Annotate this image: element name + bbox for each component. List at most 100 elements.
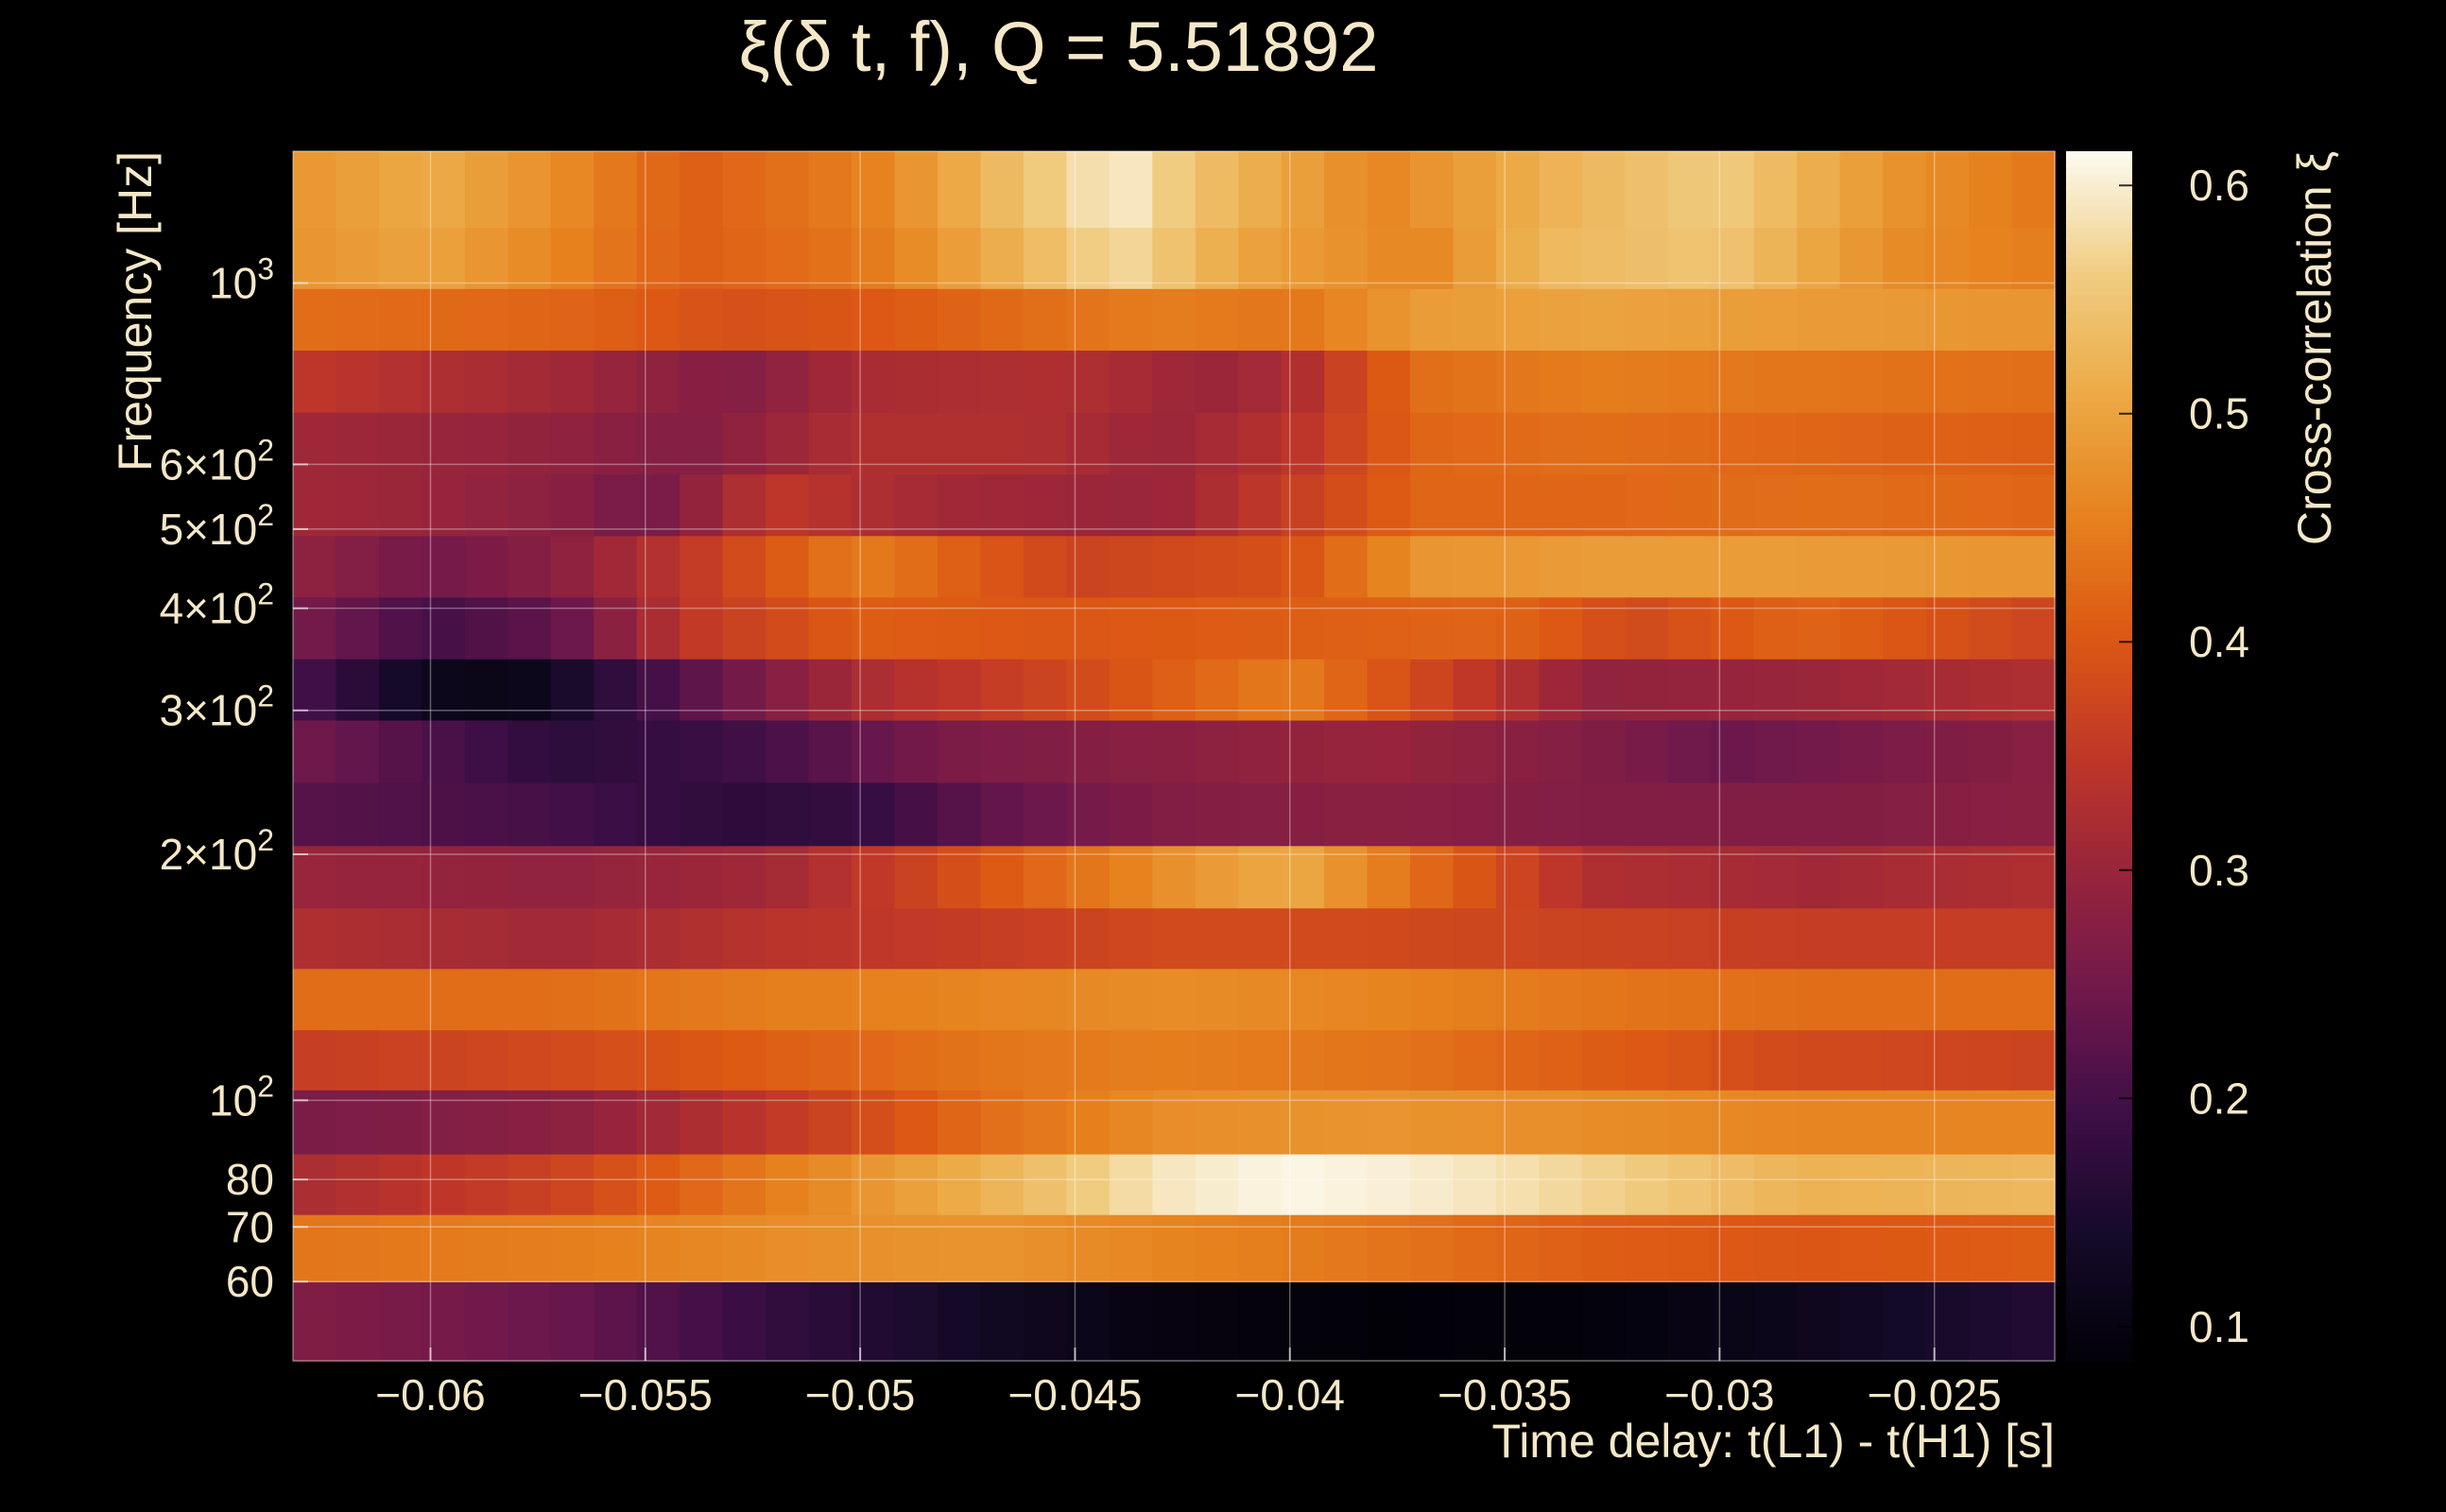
heatmap-cell	[422, 1029, 466, 1091]
heatmap-cell	[378, 596, 422, 660]
heatmap-cell	[1281, 968, 1325, 1031]
heatmap-cell	[1753, 350, 1798, 413]
heatmap-cell	[980, 596, 1025, 660]
heatmap-cell	[680, 968, 724, 1031]
colorbar-segment	[2066, 416, 2132, 424]
heatmap-cell	[422, 350, 466, 413]
heatmap-cell	[1066, 845, 1111, 909]
heatmap-cell	[594, 907, 638, 970]
heatmap-cell	[1667, 1153, 1712, 1215]
heatmap-cell	[852, 659, 896, 721]
colorbar-segment	[2066, 174, 2132, 182]
heatmap-cell	[1969, 845, 2013, 909]
heatmap-cell	[1753, 1153, 1798, 1215]
heatmap-cell	[680, 227, 724, 289]
heatmap-cell	[722, 596, 767, 660]
heatmap-cell	[336, 1281, 380, 1362]
colorbar-segment	[2066, 688, 2132, 696]
heatmap-cell	[1581, 288, 1626, 352]
colorbar-segment	[2066, 1089, 2132, 1097]
heatmap-cell	[1281, 659, 1325, 721]
heatmap-cell	[1109, 288, 1153, 352]
heatmap-cell	[1753, 535, 1798, 598]
heatmap-cell	[508, 412, 552, 475]
colorbar-segment	[2066, 582, 2132, 591]
heatmap-cell	[1324, 227, 1369, 289]
heatmap-cells	[293, 151, 2056, 1362]
heatmap-cell	[1495, 227, 1541, 289]
heatmap-cell	[1711, 907, 1755, 970]
heatmap-cell	[1711, 845, 1755, 909]
heatmap-cell	[1324, 719, 1369, 783]
heatmap-cell	[1969, 151, 2013, 229]
heatmap-cell	[1839, 350, 1884, 413]
heatmap-cell	[1023, 151, 1067, 229]
heatmap-cell	[1109, 968, 1153, 1031]
heatmap-cell	[1367, 1090, 1411, 1155]
chart-title: ξ(δ t, f), Q = 5.51892	[739, 8, 1379, 86]
heatmap-cell	[680, 151, 724, 229]
colorbar-segment	[2066, 733, 2132, 742]
colorbar-segment	[2066, 877, 2132, 885]
colorbar-segment	[2066, 1187, 2132, 1195]
heatmap-cell	[1883, 1153, 1927, 1215]
heatmap-cell	[1281, 1090, 1325, 1155]
heatmap-cell	[1023, 782, 1067, 847]
heatmap-cell	[680, 845, 724, 909]
heatmap-cell	[1539, 535, 1583, 598]
heatmap-cell	[1797, 288, 1841, 352]
heatmap-cell	[1625, 845, 1669, 909]
heatmap-cell	[1066, 412, 1111, 475]
heatmap-cell	[1152, 596, 1197, 660]
heatmap-cell	[293, 535, 337, 598]
heatmap-cell	[1238, 719, 1283, 783]
heatmap-cell	[1410, 151, 1455, 229]
heatmap-cell	[1109, 719, 1153, 783]
heatmap-cell	[464, 1214, 508, 1282]
colorbar-segment	[2066, 151, 2132, 160]
colorbar-segment	[2066, 900, 2132, 908]
heatmap-cell	[1367, 1281, 1411, 1362]
heatmap-cell	[2011, 227, 2056, 289]
heatmap-cell	[378, 151, 422, 229]
colorbar-segment	[2066, 1247, 2132, 1256]
heatmap-cell	[1066, 473, 1111, 537]
colorbar-segment	[2066, 711, 2132, 719]
heatmap-cell	[1667, 719, 1712, 783]
heatmap-cell	[1453, 907, 1497, 970]
heatmap-cell	[1969, 227, 2013, 289]
heatmap-cell	[594, 1214, 638, 1282]
heatmap-cell	[1453, 845, 1497, 909]
heatmap-cell	[1969, 1214, 2013, 1282]
heatmap-cell	[937, 227, 982, 289]
colorbar-segment	[2066, 1096, 2132, 1105]
heatmap-cell	[766, 151, 810, 229]
heatmap-cell	[1581, 535, 1626, 598]
heatmap-cell	[378, 719, 422, 783]
colorbar-segment	[2066, 892, 2132, 901]
heatmap-cell	[2011, 1214, 2056, 1282]
heatmap-cell	[894, 227, 939, 289]
heatmap-cell	[1925, 535, 1970, 598]
heatmap-cell	[722, 659, 767, 721]
heatmap-cell	[766, 473, 810, 537]
heatmap-cell	[1066, 907, 1111, 970]
heatmap-cell	[1066, 1214, 1111, 1282]
colorbar-segment	[2066, 1338, 2132, 1347]
heatmap-cell	[1883, 350, 1927, 413]
heatmap-cell	[852, 845, 896, 909]
colorbar-segment	[2066, 960, 2132, 969]
heatmap-cell	[1238, 659, 1283, 721]
colorbar-segment	[2066, 809, 2132, 817]
heatmap-cell	[1581, 227, 1626, 289]
heatmap-cell	[1797, 968, 1841, 1031]
heatmap-cell	[1883, 719, 1927, 783]
heatmap-cell	[766, 782, 810, 847]
heatmap-cell	[1281, 412, 1325, 475]
heatmap-cell	[1109, 412, 1153, 475]
heatmap-cell	[1839, 412, 1884, 475]
colorbar-segment	[2066, 1232, 2132, 1241]
heatmap-cell	[1281, 907, 1325, 970]
colorbar-segment	[2066, 885, 2132, 893]
